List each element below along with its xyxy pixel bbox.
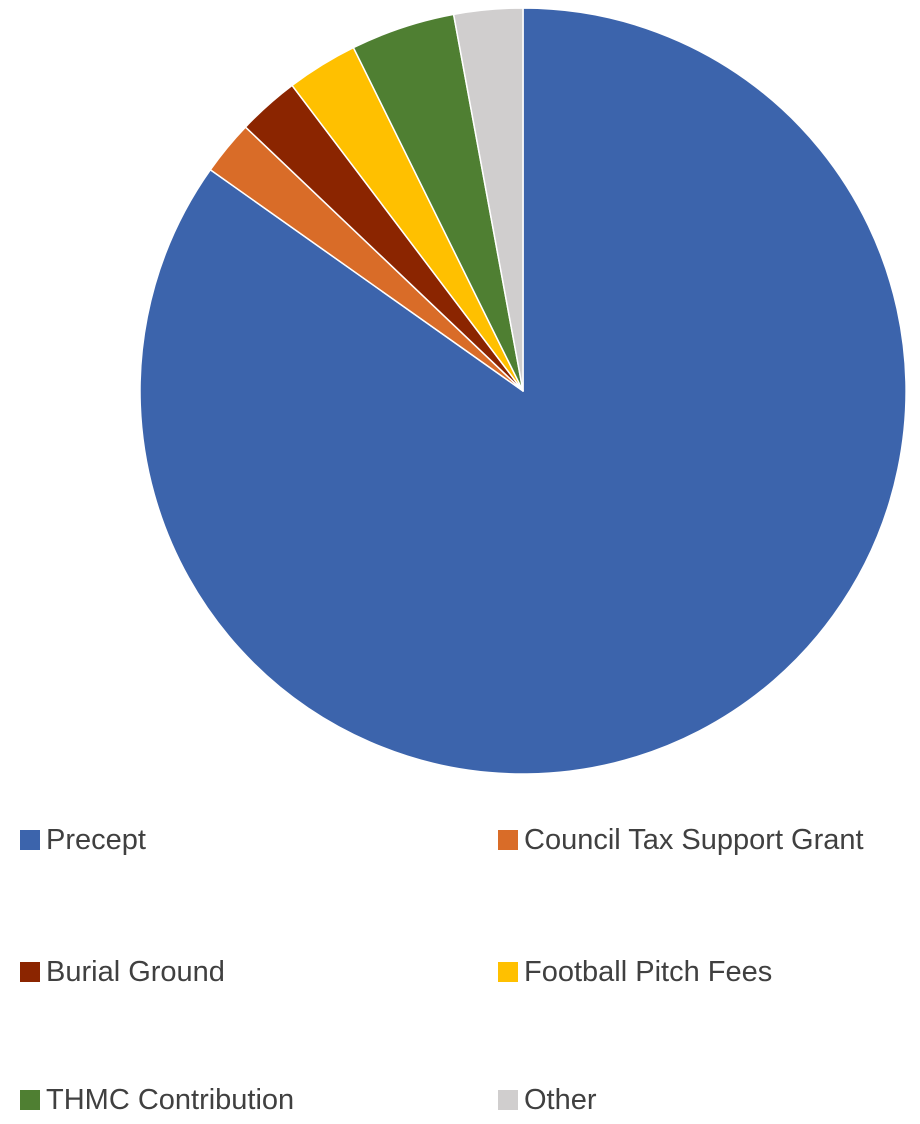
legend-swatch-burial-ground <box>20 962 40 982</box>
legend-label-thmc-contribution: THMC Contribution <box>46 1083 295 1116</box>
legend-label-council-tax-support-grant: Council Tax Support Grant <box>524 823 864 856</box>
legend-label-burial-ground: Burial Ground <box>46 955 225 988</box>
legend-entry-burial-ground: Burial Ground <box>20 952 225 992</box>
pie-chart-plot <box>139 7 907 775</box>
legend-entry-other: Other <box>498 1080 597 1120</box>
legend-label-football-pitch-fees: Football Pitch Fees <box>524 955 773 988</box>
legend-entry-football-pitch-fees: Football Pitch Fees <box>498 952 772 992</box>
legend-swatch-precept <box>20 830 40 850</box>
legend-swatch-football-pitch-fees <box>498 962 518 982</box>
legend-entry-precept: Precept <box>20 820 146 860</box>
pie-slice-other <box>452 7 524 392</box>
legend-label-precept: Precept <box>46 823 146 856</box>
legend-entry-council-tax-support-grant: Council Tax Support Grant <box>498 820 864 860</box>
legend-entry-thmc-contribution: THMC Contribution <box>20 1080 294 1120</box>
legend-label-other: Other <box>524 1083 597 1116</box>
legend-swatch-other <box>498 1090 518 1110</box>
legend-swatch-council-tax-support-grant <box>498 830 518 850</box>
legend-swatch-thmc-contribution <box>20 1090 40 1110</box>
